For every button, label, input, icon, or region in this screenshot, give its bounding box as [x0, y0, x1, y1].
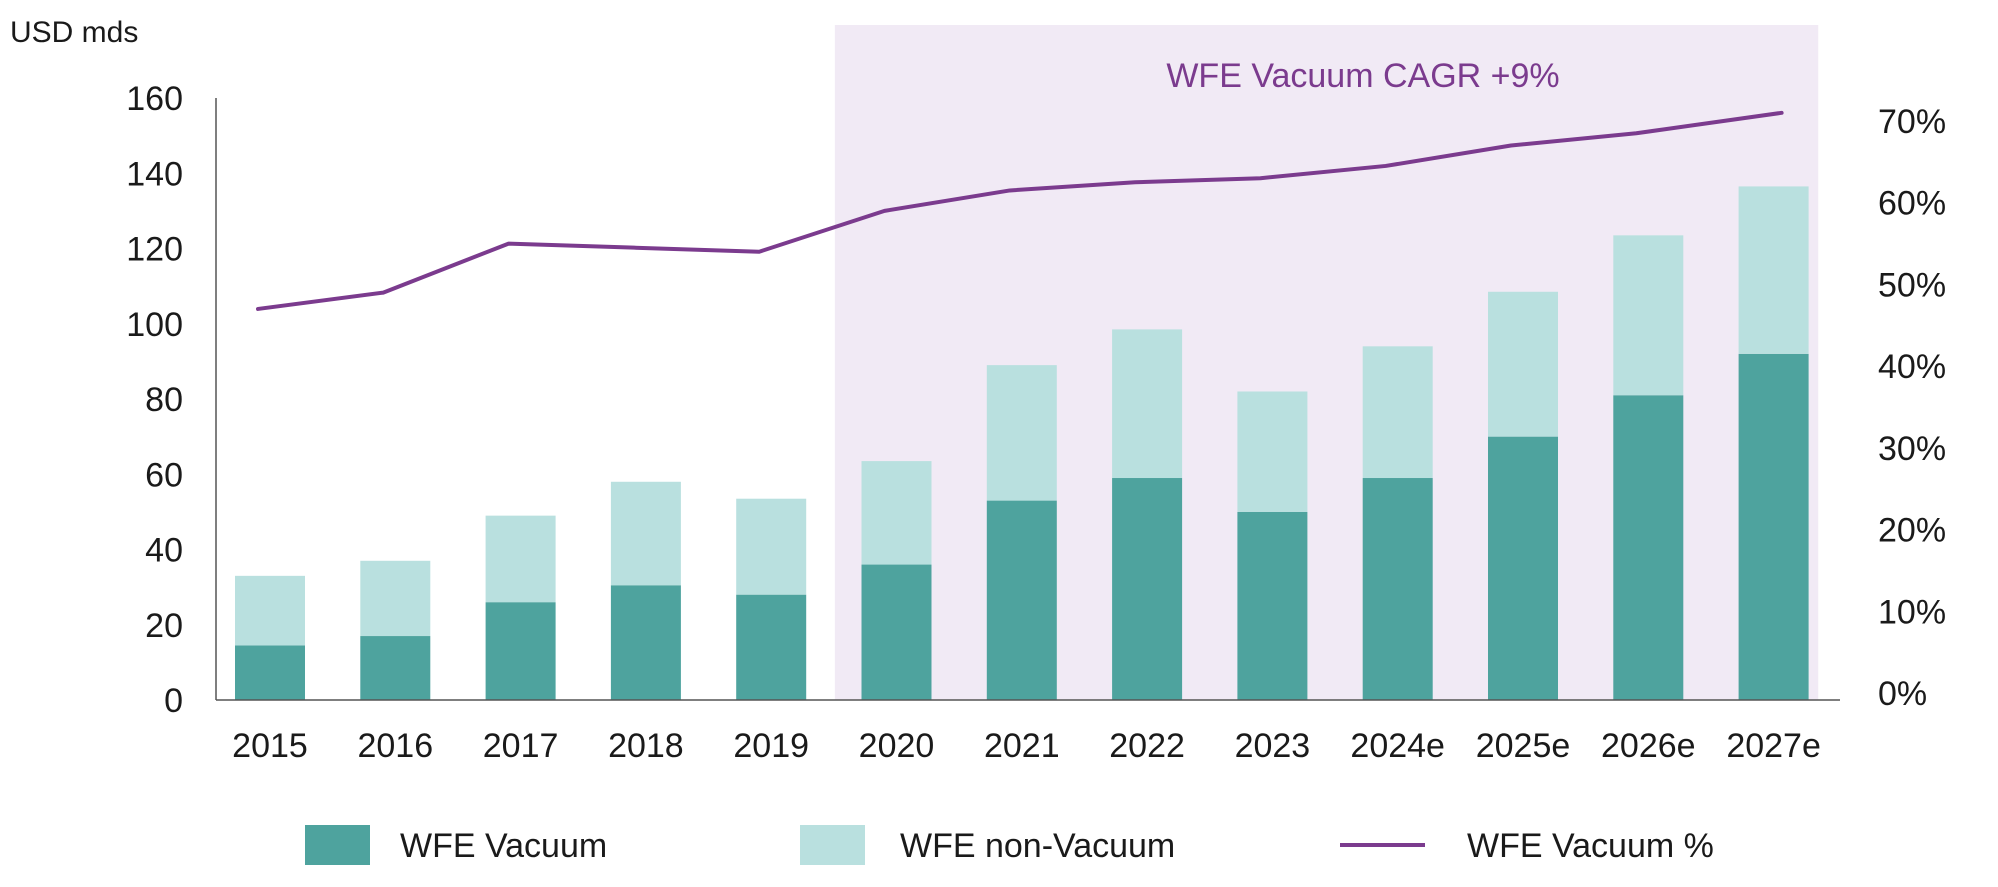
bar-wfe-non-vacuum [235, 576, 305, 646]
bar-wfe-non-vacuum [1363, 346, 1433, 478]
bar-wfe-vacuum [1237, 512, 1307, 700]
x-tick-label: 2023 [1235, 727, 1311, 765]
bar-wfe-vacuum [1112, 478, 1182, 700]
legend-label-wfe-non-vacuum: WFE non-Vacuum [900, 827, 1175, 865]
legend-swatch-wfe-vacuum [305, 825, 370, 865]
right-tick-label: 50% [1878, 266, 1946, 304]
left-tick-label: 0 [164, 682, 183, 720]
bar-wfe-non-vacuum [360, 561, 430, 636]
bar-wfe-vacuum [987, 501, 1057, 700]
x-tick-label: 2015 [232, 727, 308, 765]
right-tick-label: 20% [1878, 512, 1946, 550]
left-tick-label: 60 [145, 456, 183, 494]
right-tick-label: 40% [1878, 348, 1946, 386]
bar-wfe-vacuum [235, 645, 305, 700]
x-tick-label: 2021 [984, 727, 1060, 765]
bar-wfe-non-vacuum [987, 365, 1057, 500]
x-tick-label: 2020 [859, 727, 935, 765]
bar-wfe-non-vacuum [1613, 235, 1683, 395]
x-tick-label: 2027e [1726, 727, 1821, 765]
right-tick-label: 0% [1878, 675, 1927, 713]
unit-label: USD mds [10, 16, 138, 49]
bar-wfe-non-vacuum [1237, 391, 1307, 511]
x-tick-label: 2026e [1601, 727, 1696, 765]
bar-wfe-non-vacuum [486, 516, 556, 603]
right-tick-label: 30% [1878, 430, 1946, 468]
bar-wfe-non-vacuum [1488, 292, 1558, 437]
bar-wfe-vacuum [360, 636, 430, 700]
left-tick-label: 160 [126, 80, 183, 118]
left-tick-label: 120 [126, 231, 183, 269]
x-tick-label: 2016 [357, 727, 433, 765]
bar-wfe-non-vacuum [611, 482, 681, 585]
x-tick-label: 2022 [1109, 727, 1185, 765]
legend-label-wfe-vacuum-pct: WFE Vacuum % [1467, 827, 1714, 865]
bar-wfe-vacuum [736, 595, 806, 700]
right-tick-label: 60% [1878, 185, 1946, 223]
bar-wfe-vacuum [486, 602, 556, 700]
x-tick-label: 2019 [733, 727, 809, 765]
left-tick-label: 20 [145, 607, 183, 645]
bar-wfe-vacuum [611, 585, 681, 700]
right-tick-label: 70% [1878, 103, 1946, 141]
legend-swatch-wfe-non-vacuum [800, 825, 865, 865]
bar-wfe-non-vacuum [736, 499, 806, 595]
bar-wfe-non-vacuum [862, 461, 932, 564]
cagr-annotation: WFE Vacuum CAGR +9% [1166, 57, 1559, 95]
bar-wfe-vacuum [1739, 354, 1809, 700]
bar-wfe-vacuum [1613, 395, 1683, 700]
bar-wfe-vacuum [1488, 437, 1558, 700]
x-tick-label: 2018 [608, 727, 684, 765]
right-tick-label: 10% [1878, 593, 1946, 631]
x-tick-label: 2024e [1350, 727, 1445, 765]
bar-wfe-vacuum [1363, 478, 1433, 700]
left-tick-label: 100 [126, 306, 183, 344]
left-tick-label: 40 [145, 532, 183, 570]
legend-label-wfe-vacuum: WFE Vacuum [400, 827, 607, 865]
x-tick-label: 2017 [483, 727, 559, 765]
bar-wfe-vacuum [862, 565, 932, 700]
bar-wfe-non-vacuum [1112, 329, 1182, 478]
bar-wfe-non-vacuum [1739, 186, 1809, 353]
left-tick-label: 80 [145, 381, 183, 419]
left-tick-label: 140 [126, 155, 183, 193]
x-tick-label: 2025e [1476, 727, 1571, 765]
